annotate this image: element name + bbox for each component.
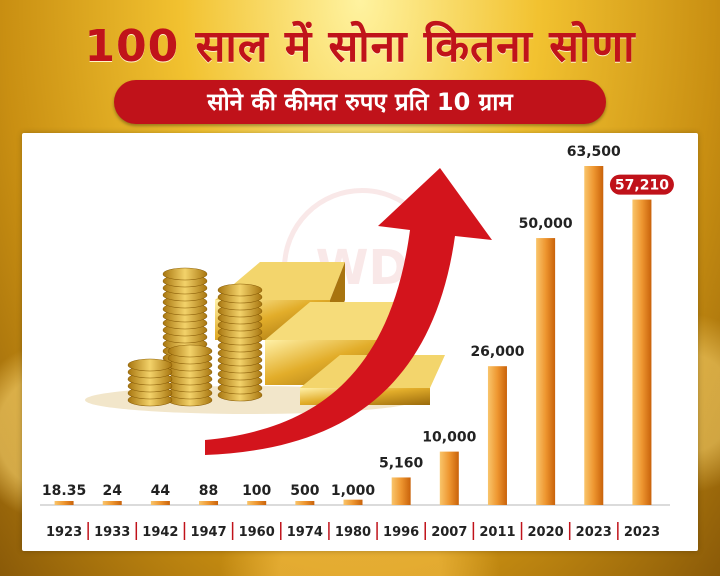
value-label-3: 88 (199, 483, 218, 499)
page-title: 100 साल में सोना कितना सोणा (84, 21, 636, 72)
tick-label-6: 1980 (335, 525, 371, 540)
value-label-2: 44 (151, 483, 171, 499)
tick-label-8: 2007 (431, 525, 467, 540)
coin (167, 344, 213, 358)
bar-6 (343, 499, 363, 505)
tick-label-11: 2023 (576, 525, 612, 540)
value-label-12: 57,210 (615, 178, 669, 194)
tick-label-2: 1942 (142, 525, 178, 540)
tick-label-1: 1933 (94, 525, 130, 540)
coin (217, 283, 263, 297)
bar-10 (536, 238, 556, 505)
bar-9 (487, 366, 507, 505)
bar-2 (150, 501, 170, 505)
value-label-7: 5,160 (379, 455, 424, 471)
value-label-11: 63,500 (567, 144, 621, 160)
bar-5 (295, 501, 315, 505)
growth-arrow-icon (205, 168, 492, 455)
value-label-10: 50,000 (519, 216, 573, 232)
bar-0 (54, 501, 74, 505)
gold-coins-illustration (127, 267, 263, 407)
tick-label-7: 1996 (383, 525, 419, 540)
value-label-9: 26,000 (470, 344, 524, 360)
tick-label-3: 1947 (190, 525, 226, 540)
value-label-8: 10,000 (422, 430, 476, 446)
value-label-5: 500 (290, 483, 319, 499)
subtitle-banner: सोने की कीमत रुपए प्रति 10 ग्राम (114, 80, 606, 124)
coin (127, 358, 173, 372)
value-label-4: 100 (242, 483, 271, 499)
tick-label-10: 2020 (528, 525, 564, 540)
value-label-0: 18.35 (42, 483, 86, 499)
value-label-6: 1,000 (331, 483, 376, 499)
bar-1 (102, 501, 122, 505)
bar-4 (247, 501, 267, 505)
tick-label-12: 2023 (624, 525, 660, 540)
bar-3 (199, 501, 219, 505)
value-label-1: 24 (102, 483, 122, 499)
bar-12 (632, 199, 652, 505)
tick-label-9: 2011 (479, 525, 515, 540)
tick-label-5: 1974 (287, 525, 323, 540)
bar-11 (584, 166, 604, 505)
tick-label-0: 1923 (46, 525, 82, 540)
tick-label-4: 1960 (239, 525, 275, 540)
coin (162, 267, 208, 281)
bar-8 (439, 451, 459, 505)
bar-7 (391, 477, 411, 505)
highlight-value-badge (609, 174, 674, 195)
